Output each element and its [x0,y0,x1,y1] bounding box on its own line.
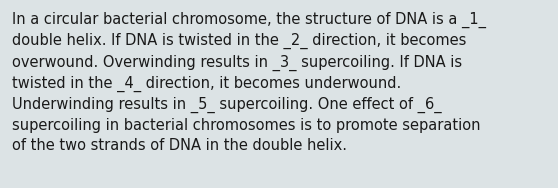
Text: In a circular bacterial chromosome, the structure of DNA is a _1_
double helix. : In a circular bacterial chromosome, the … [12,12,486,153]
